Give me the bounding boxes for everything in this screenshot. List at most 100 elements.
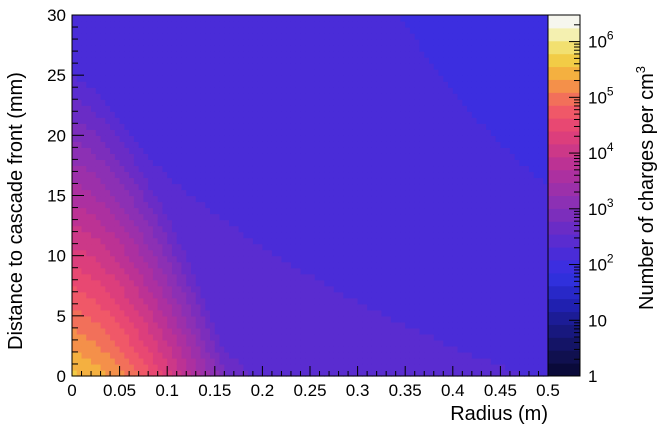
heatmap-cell [324,51,330,58]
heatmap-cell [252,111,259,118]
heatmap-cell [457,285,463,293]
heatmap-cell [86,273,92,281]
heatmap-cell [357,213,363,221]
heatmap-cell [362,333,368,341]
heatmap-cell [300,57,306,64]
heatmap-cell [262,369,268,377]
heatmap-cell [333,351,340,359]
heatmap-cell [233,225,240,233]
heatmap-cell [162,231,168,239]
heatmap-cell [195,351,202,359]
heatmap-cell [167,69,173,76]
heatmap-cell [233,117,240,124]
heatmap-cell [419,39,425,46]
heatmap-cell [86,297,92,305]
heatmap-cell [138,279,144,287]
heatmap-cell [105,267,111,275]
heatmap-cell [133,75,140,82]
heatmap-cell [310,81,316,88]
heatmap-cell [300,255,306,263]
heatmap-cell [357,201,363,209]
heatmap-cell [300,213,306,221]
heatmap-cell [157,333,164,341]
heatmap-cell [262,255,268,263]
heatmap-cell [95,189,102,197]
heatmap-cell [281,369,287,377]
heatmap-cell [271,321,278,329]
heatmap-cell [262,357,268,365]
heatmap-cell [462,207,468,215]
heatmap-cell [195,159,202,167]
heatmap-cell [257,231,263,239]
heatmap-cell [262,363,268,371]
heatmap-cell [195,177,202,185]
heatmap-cell [167,81,173,88]
heatmap-cell [352,189,359,197]
heatmap-cell [295,81,302,88]
heatmap-cell [314,75,321,82]
heatmap-cell [438,141,444,148]
heatmap-cell [186,363,192,371]
heatmap-cell [438,201,444,209]
heatmap-cell [119,153,125,160]
heatmap-cell [119,279,125,287]
heatmap-cell [124,243,130,251]
heatmap-cell [352,327,359,335]
heatmap-cell [95,69,102,76]
heatmap-cell [386,99,392,106]
heatmap-cell [371,243,378,251]
heatmap-cell [252,57,259,64]
heatmap-cell [271,33,278,40]
heatmap-cell [224,153,230,160]
heatmap-cell [176,21,183,28]
heatmap-cell [162,165,168,173]
heatmap-cell [281,345,287,353]
heatmap-cell [467,303,473,311]
heatmap-cell [343,189,349,197]
heatmap-cell [219,177,225,185]
heatmap-cell [352,51,359,58]
heatmap-cell [152,105,159,112]
heatmap-cell [119,195,125,203]
heatmap-cell [467,315,473,323]
heatmap-cell [119,39,125,46]
heatmap-cell [171,261,178,269]
heatmap-cell [390,225,397,233]
heatmap-cell [114,291,121,299]
heatmap-cell [86,177,92,185]
heatmap-cell [386,153,392,160]
heatmap-cell [300,117,306,124]
heatmap-cell [395,117,402,124]
heatmap-cell [114,129,121,136]
heatmap-cell [72,87,78,94]
heatmap-cell [319,147,325,154]
heatmap-cell [243,93,249,100]
heatmap-cell [310,303,316,311]
heatmap-cell [448,297,454,305]
heatmap-cell [214,201,221,209]
heatmap-cell [448,27,454,34]
heatmap-cell [81,153,87,160]
heatmap-cell [95,225,102,233]
heatmap-cell [348,297,354,305]
heatmap-cell [148,267,154,275]
heatmap-cell [290,213,297,221]
heatmap-cell [338,189,344,197]
heatmap-cell [252,33,259,40]
heatmap-cell [362,165,368,173]
heatmap-cell [238,363,244,371]
heatmap-cell [210,117,216,124]
heatmap-cell [105,177,111,185]
heatmap-cell [248,261,254,269]
heatmap-cell [433,153,440,160]
heatmap-cell [414,63,421,70]
heatmap-cell [148,21,154,28]
heatmap-cell [409,93,416,100]
heatmap-cell [295,165,302,173]
heatmap-cell [210,177,216,185]
heatmap-cell [400,195,406,203]
heatmap-cell [152,159,159,167]
heatmap-cell [286,213,292,221]
heatmap-cell [409,255,416,263]
heatmap-cell [267,219,273,227]
